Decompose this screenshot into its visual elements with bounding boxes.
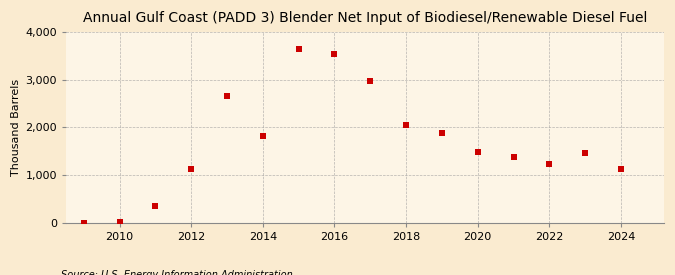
Point <box>114 220 125 224</box>
Point <box>186 167 196 172</box>
Point <box>221 94 232 98</box>
Point <box>329 52 340 56</box>
Y-axis label: Thousand Barrels: Thousand Barrels <box>11 79 21 176</box>
Point <box>437 131 448 135</box>
Point <box>401 123 412 127</box>
Point <box>544 161 555 166</box>
Point <box>293 46 304 51</box>
Text: Source: U.S. Energy Information Administration: Source: U.S. Energy Information Administ… <box>61 271 292 275</box>
Point <box>580 151 591 155</box>
Point <box>150 204 161 208</box>
Title: Annual Gulf Coast (PADD 3) Blender Net Input of Biodiesel/Renewable Diesel Fuel: Annual Gulf Coast (PADD 3) Blender Net I… <box>83 11 647 25</box>
Point <box>616 167 626 171</box>
Point <box>508 155 519 159</box>
Point <box>365 78 376 83</box>
Point <box>257 134 268 138</box>
Point <box>78 221 89 225</box>
Point <box>472 150 483 154</box>
